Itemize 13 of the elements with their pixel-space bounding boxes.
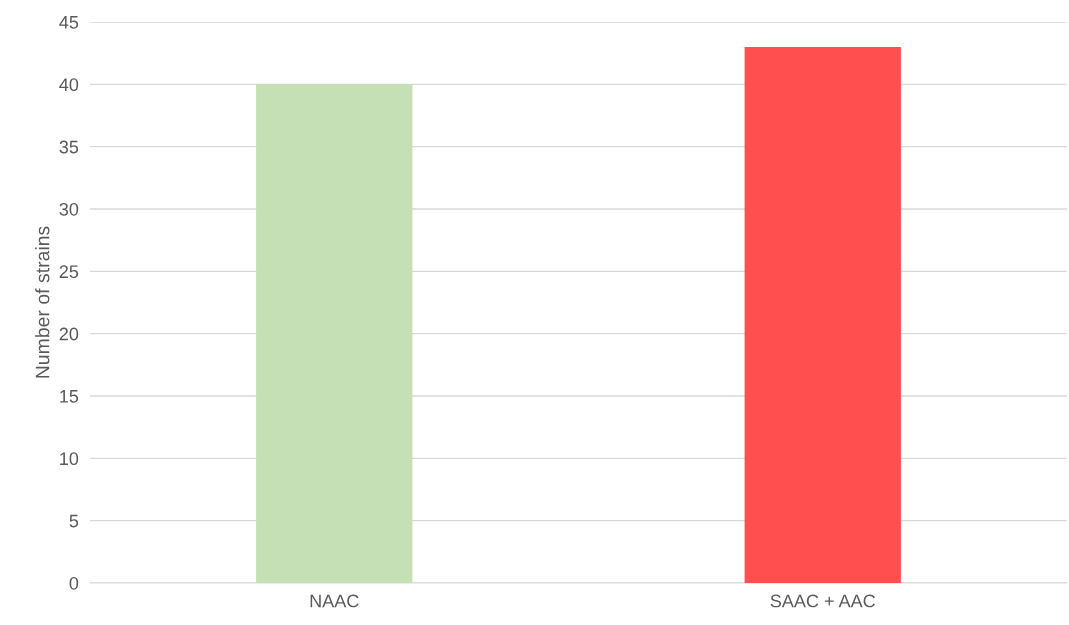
y-tick-label: 20 (59, 327, 79, 341)
y-tick-label: 0 (69, 576, 79, 590)
y-tick-label: 40 (59, 78, 79, 92)
y-tick-label: 45 (59, 16, 79, 29)
x-tick-label: NAAC (310, 594, 359, 608)
x-tick-label: SAAC + AAC (770, 594, 875, 608)
y-tick-label: 30 (59, 202, 79, 216)
y-tick-label: 5 (69, 514, 79, 528)
y-tick-label: 15 (60, 390, 79, 403)
y-tick-label: 25 (59, 265, 79, 279)
y-tick-label: 35 (59, 140, 79, 154)
y-axis-title: Number of strains (35, 226, 50, 378)
y-tick-label: 10 (60, 452, 79, 466)
